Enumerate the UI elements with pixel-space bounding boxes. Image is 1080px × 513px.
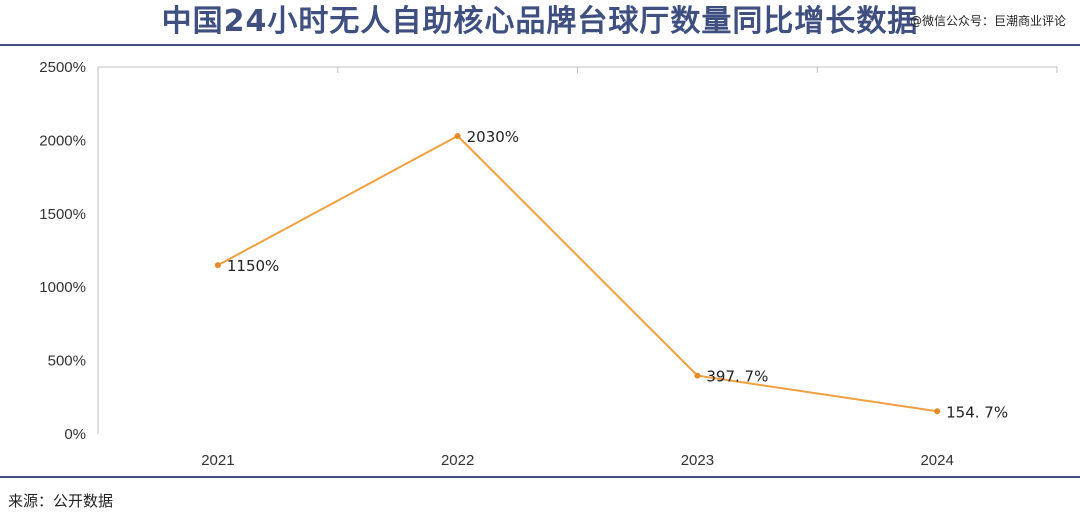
chart-axes	[97, 66, 1058, 434]
x-tick-label: 2021	[201, 452, 234, 469]
data-point	[694, 372, 701, 379]
y-tick-label: 2000%	[39, 132, 86, 149]
line-chart: 0%500%1000%1500%2000%2500% 2021 2022 2023 2…	[39, 59, 1058, 469]
y-tick-label: 1000%	[39, 279, 86, 296]
y-tick-label: 0%	[64, 426, 86, 443]
data-label: 2030%	[467, 128, 519, 146]
source-note: 来源：公开数据	[8, 492, 114, 510]
series-line	[217, 134, 938, 413]
data-label: 1150%	[227, 257, 279, 275]
x-axis-ticks: 2021 2022 2023 2024	[201, 452, 954, 469]
data-label: 397. 7%	[706, 368, 768, 386]
data-point	[454, 132, 461, 139]
y-tick-label: 500%	[48, 353, 86, 370]
x-tick-label: 2023	[681, 452, 714, 469]
y-tick-label: 1500%	[39, 206, 86, 223]
x-tick-label: 2022	[441, 452, 474, 469]
data-label: 154. 7%	[946, 403, 1008, 421]
footer-divider	[0, 476, 1080, 478]
y-tick-label: 2500%	[39, 59, 86, 76]
series-points	[214, 132, 941, 415]
data-labels: 1150% 2030% 397. 7% 154. 7%	[227, 128, 1008, 421]
watermark: @微信公众号：巨潮商业评论	[909, 14, 1066, 28]
y-axis-ticks: 0% 500% 1000% 1500% 2000% 2500%	[39, 59, 86, 443]
data-point	[214, 262, 221, 269]
data-point	[934, 408, 941, 415]
title-divider	[0, 44, 1080, 46]
chart-title: 中国24小时无人自助核心品牌台球厅数量同比增长数据	[161, 4, 919, 39]
series-line-path	[217, 134, 938, 413]
x-tick-label: 2024	[920, 452, 953, 469]
